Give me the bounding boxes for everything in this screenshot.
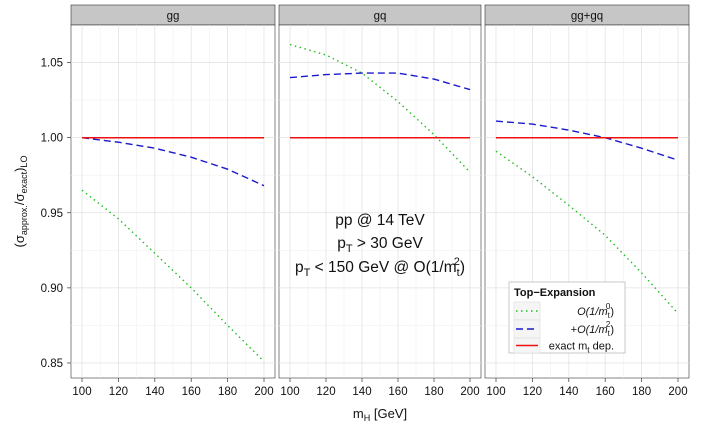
x-tick-label: 120 xyxy=(523,386,542,398)
legend-label-part: exact m xyxy=(549,341,588,353)
y-axis-title-sub: approx. xyxy=(19,205,29,235)
annotation-part: p xyxy=(295,259,304,276)
x-axis-title-sub: H xyxy=(364,413,371,423)
annotation-line2: pT > 30 GeV xyxy=(337,235,423,255)
x-tick-label: 140 xyxy=(559,386,578,398)
legend-label-part: O(1/m xyxy=(577,324,608,336)
x-tick-label: 120 xyxy=(109,386,128,398)
x-tick-label: 200 xyxy=(668,386,687,398)
series-line-O2 xyxy=(495,120,679,161)
x-tick-label: 140 xyxy=(145,386,164,398)
y-tick-label: 0.95 xyxy=(41,208,63,220)
annotation-part: > 30 GeV xyxy=(353,235,424,252)
facet-label: gg+gq xyxy=(571,11,603,23)
y-tick-label: 0.90 xyxy=(41,283,63,295)
x-axis-title-part: m xyxy=(353,406,364,421)
x-tick-label: 160 xyxy=(388,386,407,398)
x-tick-label: 160 xyxy=(596,386,615,398)
annotation-line3: pT < 150 GeV @ O(1/mt2) xyxy=(295,256,465,279)
legend-label-sub: t xyxy=(608,329,611,338)
y-axis-title-part: /σ xyxy=(12,193,27,205)
legend-label: +O(1/mt2) xyxy=(571,320,614,338)
y-axis-title-part: (σ xyxy=(12,235,27,247)
y-tick-label: 0.85 xyxy=(41,358,63,370)
legend-label-part: ) xyxy=(610,306,614,318)
series-line-O2 xyxy=(81,137,265,187)
legend-label-sub: t xyxy=(587,346,590,355)
annotation-sub: T xyxy=(346,243,353,255)
y-axis-title-sub: exact xyxy=(19,171,29,193)
x-tick-label: 140 xyxy=(352,386,371,398)
x-tick-label: 180 xyxy=(632,386,651,398)
y-tick-label: 1.00 xyxy=(41,133,63,145)
legend-title: Top−Expansion xyxy=(514,287,596,299)
x-tick-label: 100 xyxy=(486,386,505,398)
y-axis-title: (σapprox./σexact)LO xyxy=(12,156,29,248)
legend-label-sup: 2 xyxy=(606,320,611,329)
y-tick-label: 1.05 xyxy=(41,58,63,70)
annotation-part: p xyxy=(337,235,346,252)
x-tick-label: 180 xyxy=(218,386,237,398)
x-tick-label: 200 xyxy=(254,386,273,398)
x-tick-label: 180 xyxy=(424,386,443,398)
x-tick-label: 160 xyxy=(182,386,201,398)
series-line-O2 xyxy=(289,72,471,91)
y-axis-title-sub: LO xyxy=(19,156,29,168)
annotation-part: ) xyxy=(460,259,465,276)
series-line-O0 xyxy=(289,43,471,173)
y-axis-title-part: ) xyxy=(12,168,27,172)
legend-label: O(1/mt0) xyxy=(577,302,614,320)
legend-label: exact mt dep. xyxy=(549,341,614,355)
facet-label: gg xyxy=(167,11,180,23)
annotation-part: < 150 GeV @ O(1/m xyxy=(310,259,456,276)
annotation-sup: 2 xyxy=(454,256,460,268)
x-tick-label: 120 xyxy=(316,386,335,398)
annotation-sub: T xyxy=(304,267,311,279)
x-tick-label: 100 xyxy=(280,386,299,398)
x-axis-title-part: [GeV] xyxy=(370,406,407,421)
legend-label-part: + xyxy=(571,324,577,336)
legend-label-part: ) xyxy=(610,324,614,336)
legend-label-part: dep. xyxy=(590,341,614,353)
annotation-line1: pp @ 14 TeV xyxy=(335,212,425,229)
facet-label: gq xyxy=(374,11,387,23)
x-tick-label: 100 xyxy=(72,386,91,398)
panel-gg: gg 100 120 140 160 180 200 xyxy=(70,4,276,398)
x-axis-title: mH [GeV] xyxy=(353,406,407,423)
legend-label-sup: 0 xyxy=(606,302,611,311)
legend-label-sub: t xyxy=(608,311,611,320)
panel-gq: gq 100 120 140 160 180 200 xyxy=(278,4,482,398)
legend-label-part: O(1/m xyxy=(577,306,608,318)
x-tick-label: 200 xyxy=(460,386,479,398)
gridlines xyxy=(71,25,275,378)
annotation-sub: t xyxy=(457,267,460,279)
